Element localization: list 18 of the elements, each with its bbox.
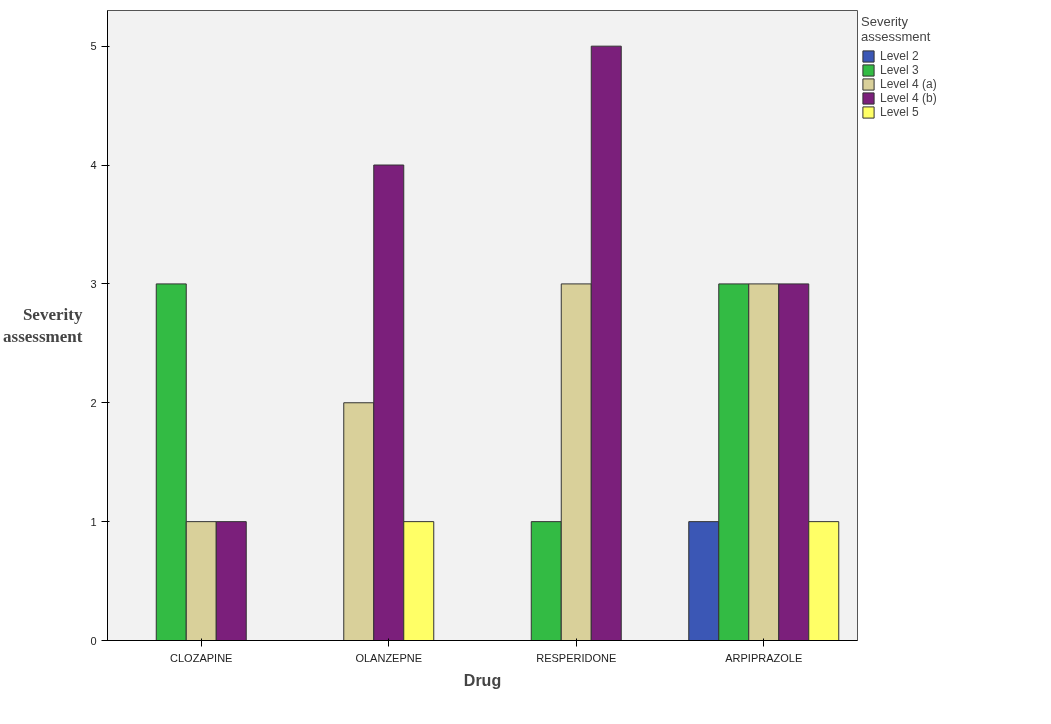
legend-label: Level 2 [880,49,919,63]
x-tick-label: RESPERIDONE [536,651,617,664]
legend-title: Severity assessment [861,14,932,44]
x-tick-label: OLANZEPNE [355,651,423,664]
y-tick-label: 1 [90,515,97,528]
y-tick-label: 4 [90,159,97,172]
x-tick-label: ARPIPRAZOLE [725,651,803,664]
legend-label: Level 4 (b) [880,91,937,105]
x-tick-label: CLOZAPINE [170,651,233,664]
y-tick-label: 3 [90,277,97,290]
y-tick-label: 0 [90,634,97,647]
legend-label: Level 3 [880,63,919,77]
y-tick-label: 5 [90,40,97,53]
y-tick-label: 2 [90,396,97,409]
legend-label: Level 5 [880,105,919,119]
y-axis-title: Severity assessment [3,304,83,347]
legend-label: Level 4 (a) [880,77,937,91]
x-axis-title: Drug [463,671,502,689]
